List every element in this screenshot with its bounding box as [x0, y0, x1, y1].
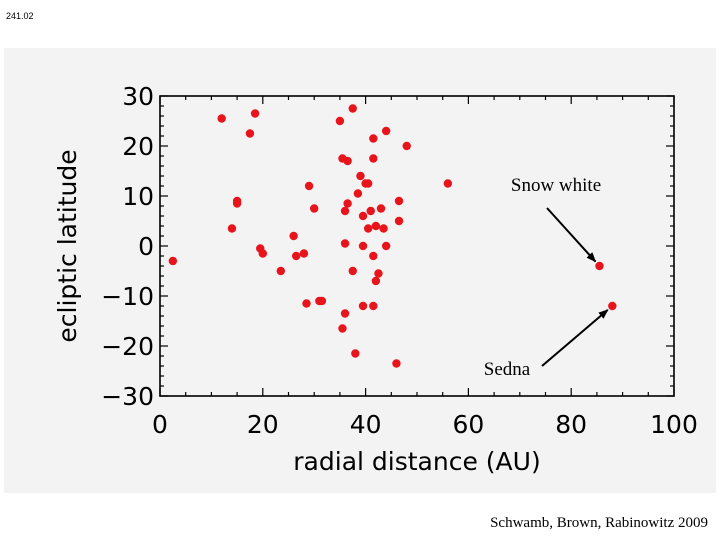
- data-point: [168, 256, 178, 266]
- data-point: [289, 231, 298, 241]
- data-point: [595, 261, 604, 271]
- x-tick-label: 40: [350, 410, 382, 439]
- credit-text: Schwamb, Brown, Rabinowitz 2009: [490, 515, 708, 531]
- data-point: [338, 324, 347, 333]
- data-point: [343, 156, 352, 166]
- data-point: [217, 114, 226, 123]
- annotation-label: Sedna: [484, 359, 531, 380]
- y-tick-label: −30: [101, 382, 154, 411]
- data-point: [402, 141, 411, 151]
- y-tick-label: 20: [122, 132, 154, 161]
- data-point: [363, 224, 373, 233]
- x-axis-label: radial distance (AU): [293, 447, 540, 476]
- annotation-arrow: [541, 309, 609, 367]
- data-point: [379, 224, 388, 233]
- plot-panel: 0 20 40 60 80 100 30 20 10 0 −10 −20 −30 Snow white S…: [4, 48, 716, 493]
- data-point: [340, 309, 350, 318]
- data-point: [358, 241, 368, 251]
- x-tick-label: 60: [452, 410, 484, 439]
- data-point: [356, 171, 365, 181]
- data-point: [394, 196, 404, 206]
- data-point: [317, 296, 327, 306]
- data-point: [392, 359, 401, 368]
- data-point: [369, 154, 378, 163]
- data-point: [245, 129, 255, 138]
- data-point: [292, 251, 301, 261]
- data-point: [340, 206, 350, 216]
- axes: [159, 95, 675, 397]
- data-point: [369, 134, 378, 143]
- data-point: [258, 249, 267, 258]
- y-axis-label: ecliptic latitude: [53, 149, 82, 342]
- data-point: [371, 276, 381, 286]
- data-point: [394, 216, 404, 226]
- data-point: [343, 199, 352, 208]
- y-tick-label: 10: [122, 182, 154, 211]
- plot-frame: [159, 95, 675, 397]
- data-point: [363, 179, 373, 188]
- data-point: [299, 249, 309, 258]
- data-point: [351, 349, 360, 358]
- data-point: [608, 301, 617, 311]
- data-point: [443, 179, 453, 188]
- data-point: [358, 211, 368, 221]
- y-tick-label: −20: [101, 332, 154, 361]
- x-tick-label: 100: [650, 410, 698, 439]
- y-tick-label: 30: [122, 82, 154, 111]
- data-point: [374, 269, 383, 278]
- data-point: [310, 204, 319, 213]
- data-point: [348, 266, 357, 276]
- data-point: [371, 221, 381, 231]
- data-point: [232, 199, 242, 208]
- x-tick-label: 20: [247, 410, 279, 439]
- x-tick-label: 0: [152, 410, 168, 439]
- annotation-label: Snow white: [511, 175, 601, 196]
- data-point: [369, 251, 378, 261]
- data-points: [168, 104, 617, 368]
- data-point: [353, 189, 363, 198]
- data-point: [250, 109, 260, 118]
- data-point: [366, 206, 375, 216]
- data-point: [276, 266, 285, 276]
- y-tick-label: −10: [101, 282, 154, 311]
- y-tick-label: 0: [138, 232, 154, 261]
- data-point: [302, 299, 311, 308]
- data-point: [358, 301, 368, 311]
- data-point: [335, 116, 345, 126]
- data-point: [227, 224, 237, 233]
- data-point: [376, 204, 386, 213]
- data-point: [348, 104, 357, 113]
- data-point: [340, 239, 350, 248]
- annotation-arrow: [546, 207, 597, 263]
- annotations: Snow white Sedna: [484, 175, 609, 380]
- x-tick-label: 80: [555, 410, 587, 439]
- data-point: [381, 241, 391, 251]
- data-point: [381, 126, 391, 136]
- slide-number: 241.02: [6, 11, 34, 21]
- data-point: [304, 181, 314, 191]
- data-point: [369, 301, 378, 311]
